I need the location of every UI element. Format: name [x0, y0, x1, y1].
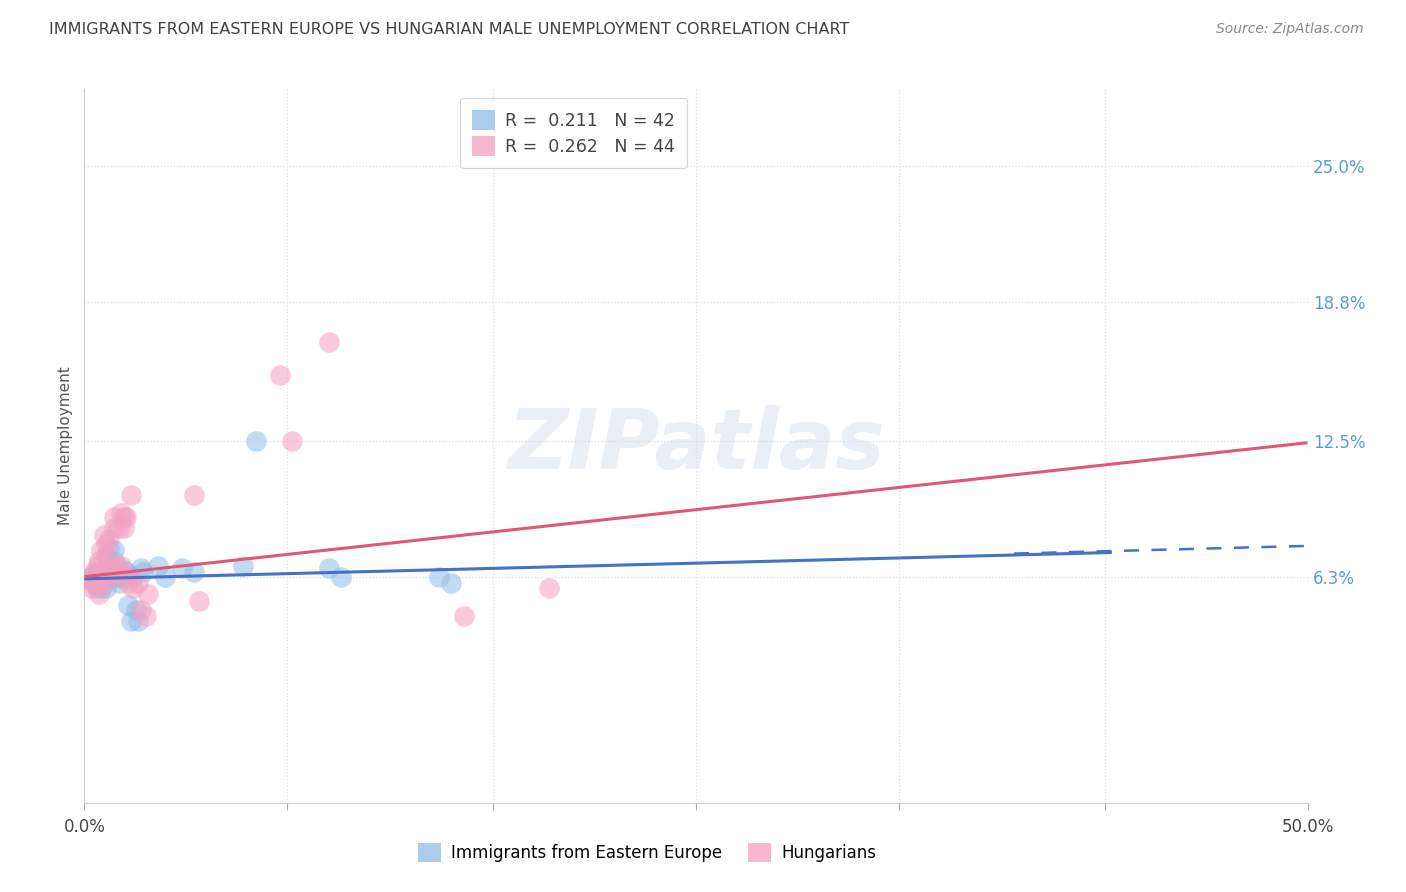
Y-axis label: Male Unemployment: Male Unemployment [58, 367, 73, 525]
Point [129, 602, 152, 616]
Point [105, 566, 128, 580]
Point [136, 587, 159, 601]
Point [115, 510, 138, 524]
Point [120, 488, 142, 502]
Point [172, 561, 194, 575]
Point [330, 569, 353, 583]
Point [103, 510, 125, 524]
Legend: Immigrants from Eastern Europe, Hungarians: Immigrants from Eastern Europe, Hungaria… [418, 843, 876, 863]
Point [105, 558, 128, 573]
Point [96, 537, 118, 551]
Point [103, 521, 125, 535]
Point [105, 569, 128, 583]
Text: Source: ZipAtlas.com: Source: ZipAtlas.com [1216, 22, 1364, 37]
Point [112, 569, 135, 583]
Point [97, 541, 120, 555]
Point [80, 581, 103, 595]
Point [122, 581, 145, 595]
Point [183, 566, 205, 580]
Point [100, 566, 122, 580]
Point [117, 569, 139, 583]
Point [86, 558, 108, 573]
Point [97, 558, 120, 573]
Point [188, 594, 211, 608]
Point [87, 554, 110, 568]
Point [100, 558, 122, 573]
Point [281, 434, 304, 448]
Point [135, 609, 157, 624]
Point [120, 614, 142, 628]
Point [103, 543, 125, 558]
Point [105, 566, 128, 580]
Text: ZIPatlas: ZIPatlas [508, 406, 884, 486]
Point [93, 569, 115, 583]
Point [97, 533, 120, 547]
Point [107, 576, 129, 591]
Point [183, 488, 205, 502]
Point [318, 561, 340, 575]
Point [318, 334, 340, 349]
Point [427, 569, 450, 583]
Point [132, 566, 155, 580]
Point [90, 581, 112, 595]
Point [129, 561, 152, 575]
Point [538, 581, 561, 595]
Point [112, 563, 135, 577]
Point [96, 549, 118, 564]
Text: IMMIGRANTS FROM EASTERN EUROPE VS HUNGARIAN MALE UNEMPLOYMENT CORRELATION CHART: IMMIGRANTS FROM EASTERN EUROPE VS HUNGAR… [49, 22, 849, 37]
Point [110, 558, 132, 573]
Point [110, 569, 132, 583]
Point [125, 602, 148, 616]
Point [87, 572, 110, 586]
Point [90, 543, 112, 558]
Point [115, 569, 138, 583]
Point [96, 581, 118, 595]
Point [127, 576, 149, 591]
Point [86, 566, 108, 580]
Point [245, 434, 267, 448]
Point [103, 554, 125, 568]
Point [112, 521, 135, 535]
Point [153, 569, 176, 583]
Point [86, 576, 108, 591]
Point [86, 581, 108, 595]
Point [115, 566, 138, 580]
Point [100, 569, 122, 583]
Point [453, 609, 475, 624]
Point [90, 566, 112, 580]
Point [93, 576, 115, 591]
Point [107, 521, 129, 535]
Point [146, 558, 169, 573]
Point [93, 528, 115, 542]
Point [87, 587, 110, 601]
Point [80, 569, 103, 583]
Point [80, 576, 103, 591]
Point [77, 569, 100, 583]
Point [110, 506, 132, 520]
Point [117, 598, 139, 612]
Point [440, 576, 463, 591]
Point [83, 572, 105, 586]
Point [127, 614, 149, 628]
Point [96, 548, 118, 562]
Point [112, 510, 135, 524]
Point [97, 566, 120, 580]
Point [93, 576, 115, 591]
Point [269, 368, 291, 382]
Point [90, 567, 112, 582]
Point [122, 569, 145, 583]
Point [83, 566, 105, 580]
Point [117, 576, 139, 591]
Point [100, 569, 122, 583]
Point [232, 558, 254, 573]
Point [83, 576, 105, 591]
